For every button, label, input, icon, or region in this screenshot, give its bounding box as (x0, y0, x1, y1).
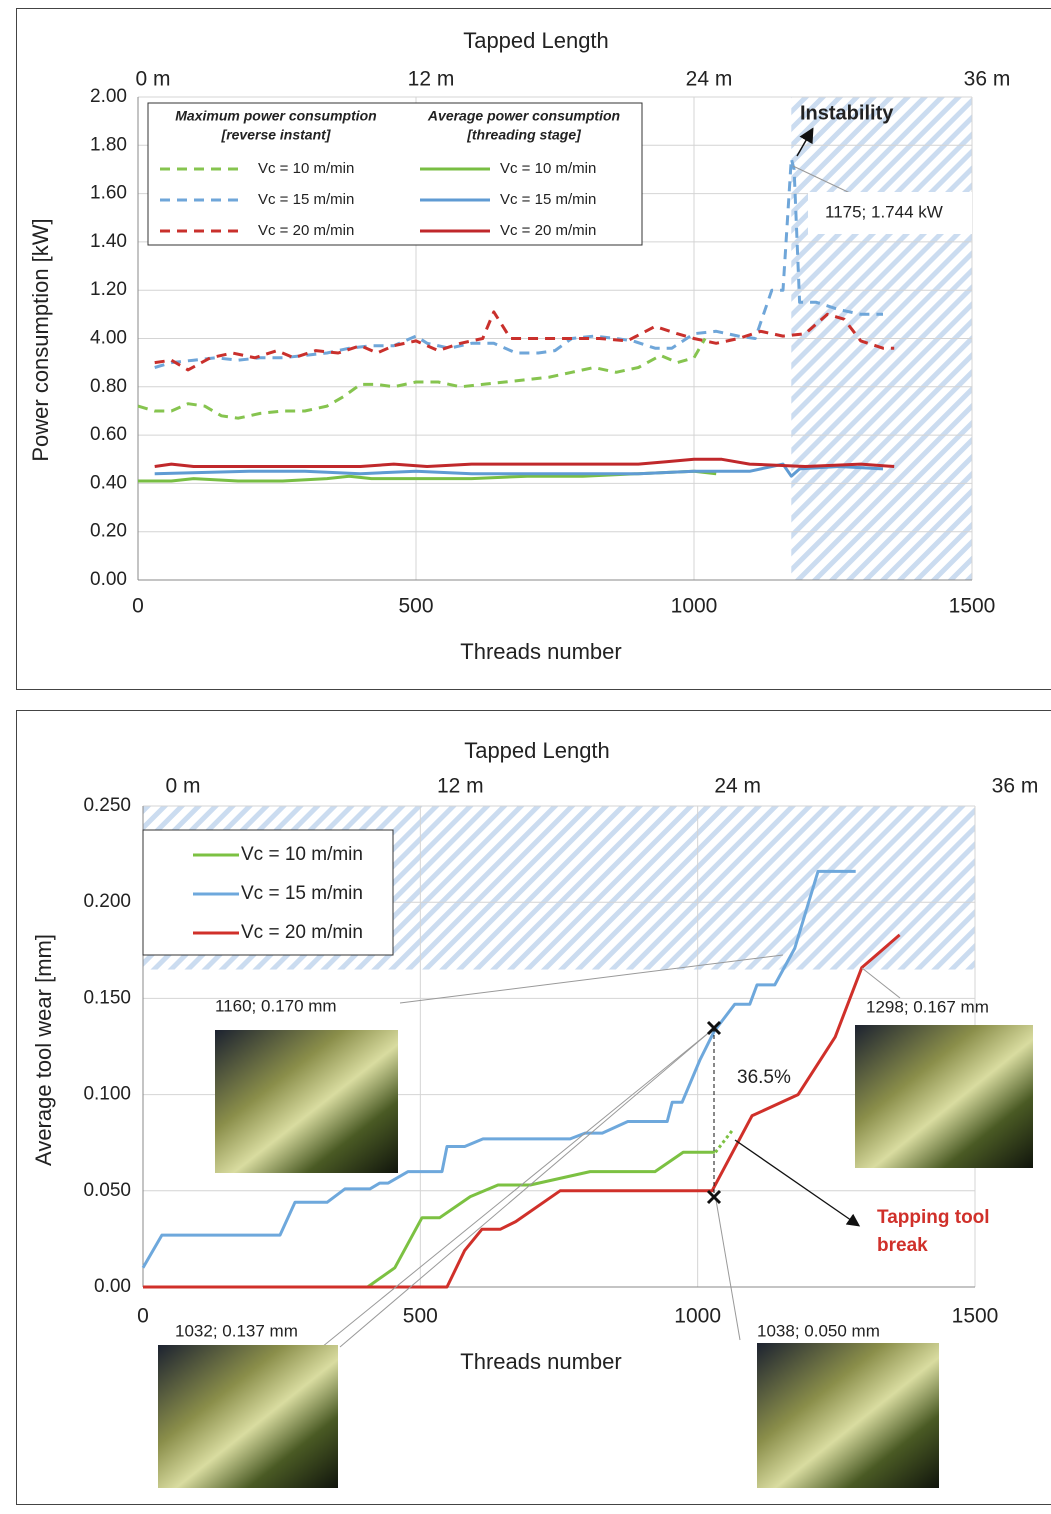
legend-group-title: [threading stage] (466, 127, 582, 143)
leader-line (861, 967, 901, 999)
legend-label: Vc = 15 m/min (258, 191, 354, 208)
y-axis-title: Average tool wear [mm] (31, 934, 56, 1166)
legend-box (142, 829, 394, 956)
leader-line (321, 1029, 713, 1348)
x-tick-label: 1000 (674, 1305, 721, 1328)
x-tick-label: 500 (403, 1305, 438, 1328)
legend-box (147, 102, 643, 246)
series-line (154, 462, 884, 478)
y-tick-label: 4.00 (90, 328, 127, 349)
x2-tick-label: 24 m (714, 775, 761, 798)
annotation: break (877, 1235, 928, 1256)
panel-border (16, 710, 1051, 1505)
series-line (137, 337, 707, 420)
x-tick-label: 1500 (949, 595, 996, 618)
legend-label: Vc = 20 m/min (241, 922, 363, 943)
annotation: 1298; 0.167 mm (866, 997, 989, 1016)
x2-tick-label: 36 m (992, 775, 1039, 798)
series-line (154, 310, 895, 372)
legend-group-title: Average power consumption (427, 108, 620, 124)
leader-line (792, 165, 851, 194)
x2-tick-label: 12 m (408, 68, 455, 91)
x2-tick-label: 0 m (165, 775, 200, 798)
legend-label: Vc = 20 m/min (500, 222, 596, 239)
annotation: 1175; 1.744 kW (825, 202, 943, 221)
series-line (141, 869, 856, 1269)
annotation: 1032; 0.137 mm (175, 1321, 298, 1340)
y-tick-label: 0.00 (94, 1276, 131, 1297)
y-tick-label: 0.40 (90, 472, 127, 493)
y-axis-title: Power consumption [kW] (28, 218, 53, 461)
y-tick-label: 0.20 (90, 521, 127, 542)
callout-box (808, 192, 972, 234)
series-line (143, 1150, 715, 1289)
leader-line (339, 1029, 713, 1348)
legend-label: Vc = 20 m/min (258, 222, 354, 239)
annotation: Tapping tool (877, 1207, 990, 1228)
leader-line (399, 954, 784, 1004)
y-tick-label: 0.200 (83, 891, 131, 912)
y-tick-label: 0.050 (83, 1180, 131, 1201)
legend-label: Vc = 10 m/min (500, 160, 596, 177)
panel-border (16, 8, 1051, 690)
x2-tick-label: 0 m (135, 68, 170, 91)
y-tick-label: 1.60 (90, 183, 127, 204)
legend-label: Vc = 10 m/min (241, 844, 363, 865)
y-tick-label: 2.00 (90, 86, 127, 107)
y-tick-label: 1.20 (90, 279, 127, 300)
y-tick-label: 0.80 (90, 376, 127, 397)
tool-photo (855, 1025, 1033, 1168)
y-tick-label: 1.40 (90, 231, 127, 252)
x2-tick-label: 24 m (686, 68, 733, 91)
x-axis-title: Threads number (460, 639, 621, 664)
x-tick-label: 1000 (671, 595, 718, 618)
y-tick-label: 0.150 (83, 987, 131, 1008)
tool-photo (757, 1343, 939, 1488)
x-tick-label: 500 (398, 595, 433, 618)
y-tick-label: 0.250 (83, 795, 131, 816)
tool-photo (215, 1030, 398, 1173)
y-tick-label: 0.00 (90, 569, 127, 590)
y-tick-label: 0.100 (83, 1084, 131, 1105)
arrow (796, 127, 814, 157)
leader-line (715, 1199, 741, 1341)
annotation: 1038; 0.050 mm (757, 1321, 880, 1340)
legend-label: Vc = 10 m/min (258, 160, 354, 177)
x2-tick-label: 36 m (964, 68, 1011, 91)
y-tick-label: 1.80 (90, 134, 127, 155)
series-line (143, 933, 901, 1289)
legend-label: Vc = 15 m/min (500, 191, 596, 208)
x-marker (706, 1020, 722, 1205)
top-axis-title: Tapped Length (464, 738, 610, 763)
tool-photo (158, 1345, 338, 1488)
top-axis-title: Tapped Length (463, 28, 609, 53)
x2-tick-label: 12 m (437, 775, 484, 798)
legend-label: Vc = 15 m/min (241, 883, 363, 904)
legend-group-title: [reverse instant] (221, 127, 332, 143)
arrow (734, 1139, 861, 1227)
annotation: Instability (800, 102, 894, 124)
x-tick-label: 1500 (952, 1305, 999, 1328)
series-extension (714, 1128, 735, 1154)
x-tick-label: 0 (137, 1305, 149, 1328)
series-line (154, 457, 895, 468)
annotation: 1160; 0.170 mm (215, 996, 337, 1015)
annotation: 36.5% (737, 1067, 791, 1088)
x-axis-title: Threads number (460, 1349, 621, 1374)
legend-group-title: Maximum power consumption (175, 108, 376, 124)
x-tick-label: 0 (132, 595, 144, 618)
y-tick-label: 0.60 (90, 424, 127, 445)
